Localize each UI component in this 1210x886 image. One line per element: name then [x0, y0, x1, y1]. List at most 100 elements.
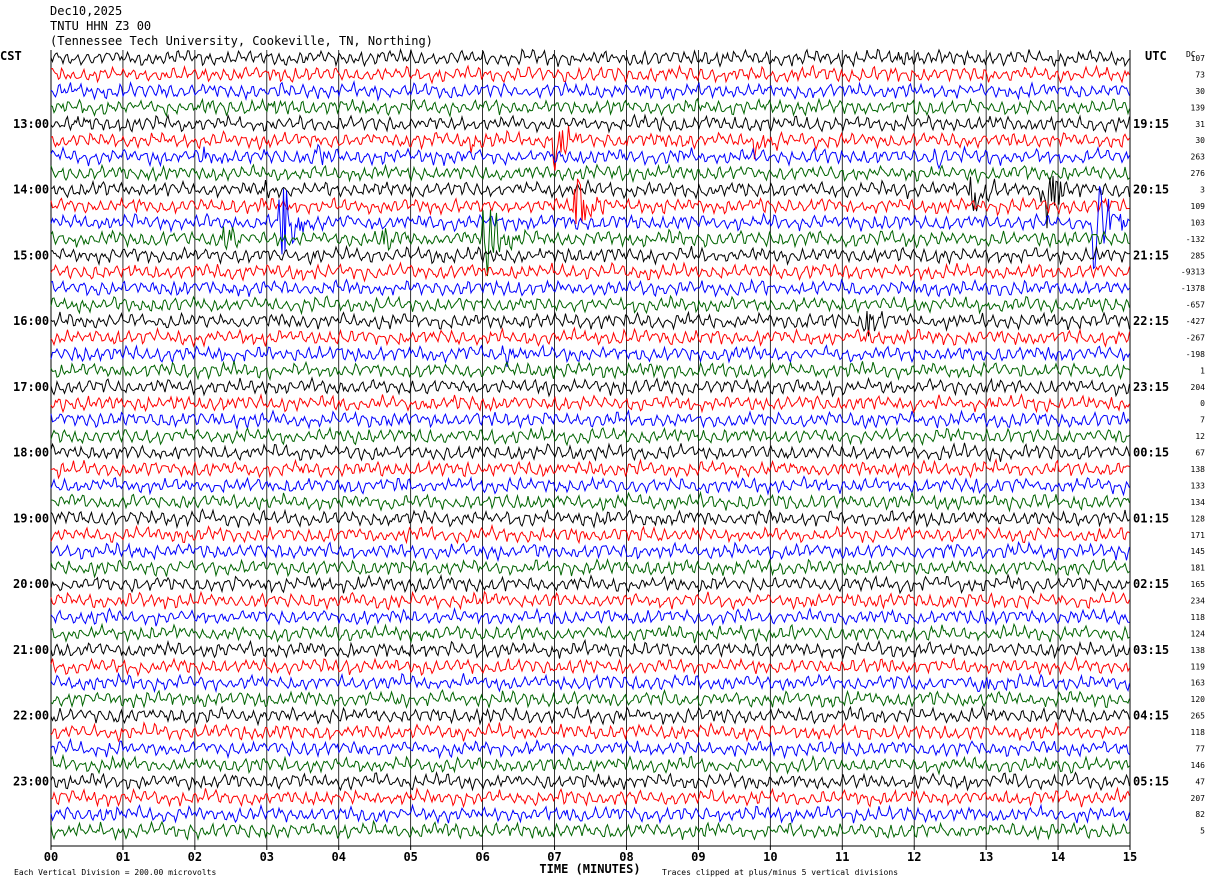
dc-offset-label: 12 [1195, 432, 1205, 441]
seismic-trace [50, 278, 1130, 298]
x-tick-label: 07 [547, 850, 561, 864]
scale-note: Each Vertical Division = 200.00 microvol… [14, 868, 216, 877]
seismic-trace [50, 143, 1130, 170]
dc-offset-label: 171 [1191, 531, 1206, 540]
dc-offset-label: 134 [1191, 498, 1206, 507]
left-hour-label: 16:00 [13, 314, 49, 328]
seismic-trace [50, 457, 1130, 480]
left-hour-label: 18:00 [13, 446, 49, 460]
seismic-trace [50, 655, 1130, 677]
seismic-trace [50, 344, 1130, 367]
x-tick-label: 12 [907, 850, 921, 864]
dc-offset-label: -267 [1186, 333, 1205, 342]
x-tick-label: 04 [332, 850, 346, 864]
clip-note: Traces clipped at plus/minus 5 vertical … [662, 868, 898, 877]
left-hour-label: 17:00 [13, 380, 49, 394]
dc-offset-label: 31 [1195, 120, 1205, 129]
x-tick-label: 06 [475, 850, 489, 864]
right-hour-label: 20:15 [1133, 183, 1169, 197]
seismic-trace [50, 80, 1130, 102]
x-tick-label: 09 [691, 850, 705, 864]
dc-offset-label: -132 [1186, 235, 1205, 244]
dc-offset-label: 128 [1191, 514, 1206, 523]
right-hour-label: 00:15 [1133, 446, 1169, 460]
seismic-trace [50, 786, 1130, 809]
seismic-trace [50, 47, 1130, 68]
dc-offset-label: 181 [1191, 564, 1206, 573]
seismic-trace [50, 490, 1130, 513]
seismic-trace [50, 97, 1130, 118]
seismic-trace [50, 803, 1130, 825]
dc-offset-label: 138 [1191, 465, 1206, 474]
seismic-trace [50, 721, 1130, 743]
seismic-trace [50, 573, 1130, 595]
seismic-trace [50, 186, 1130, 270]
seismic-trace [50, 360, 1130, 382]
seismic-trace [50, 607, 1130, 627]
dc-offset-label: 285 [1191, 251, 1206, 260]
seismic-trace [50, 113, 1130, 134]
seismic-trace [50, 819, 1130, 841]
left-hour-label: 14:00 [13, 183, 49, 197]
seismic-trace [50, 672, 1130, 694]
dc-offset-label: 5 [1200, 827, 1205, 836]
seismic-trace [50, 209, 1130, 277]
dc-offset-label: 103 [1191, 218, 1206, 227]
dc-offset-label: 118 [1191, 728, 1206, 737]
dc-offset-label: 163 [1191, 679, 1206, 688]
x-tick-label: 10 [763, 850, 777, 864]
left-hour-label: 15:00 [13, 248, 49, 262]
seismic-traces [50, 47, 1130, 841]
dc-offset-label: 204 [1191, 383, 1206, 392]
left-hour-label: 22:00 [13, 709, 49, 723]
seismic-trace [50, 475, 1130, 497]
left-hour-label: 21:00 [13, 643, 49, 657]
dc-offset-label: 7 [1200, 416, 1205, 425]
x-tick-label: 03 [260, 850, 274, 864]
seismic-trace [50, 163, 1130, 185]
right-hour-label: 03:15 [1133, 643, 1169, 657]
seismic-trace [50, 737, 1130, 760]
dc-offset-label: 263 [1191, 153, 1206, 162]
dc-offset-label: 30 [1195, 87, 1205, 96]
dc-offset-label: -198 [1186, 350, 1205, 359]
dc-offset-label: 107 [1191, 54, 1206, 63]
dc-offset-label: 120 [1191, 695, 1206, 704]
left-hour-label: 19:00 [13, 511, 49, 525]
x-tick-label: 00 [44, 850, 58, 864]
dc-offset-label: 207 [1191, 794, 1206, 803]
station-title: TNTU HHN Z3 00 [50, 19, 152, 33]
x-tick-label: 14 [1051, 850, 1065, 864]
dc-offset-label: -1378 [1181, 284, 1205, 293]
right-hour-label: 01:15 [1133, 511, 1169, 525]
seismic-trace [50, 326, 1130, 348]
seismic-trace [50, 294, 1130, 316]
seismic-trace [50, 261, 1130, 283]
seismic-trace [50, 64, 1130, 85]
x-tick-label: 01 [116, 850, 130, 864]
seismic-trace [50, 244, 1130, 267]
dc-offset-label: 146 [1191, 761, 1206, 770]
right-hour-label: 21:15 [1133, 248, 1169, 262]
seismic-trace [51, 175, 1130, 229]
dc-offset-label: 138 [1191, 646, 1206, 655]
seismic-trace [50, 557, 1130, 579]
seismic-trace [50, 688, 1130, 709]
left-hour-label: 20:00 [13, 577, 49, 591]
seismic-trace [50, 178, 1130, 225]
dc-offset-label: 139 [1191, 103, 1206, 112]
dc-column-title: DC [1186, 50, 1196, 59]
dc-offset-label: 133 [1191, 481, 1206, 490]
dc-offset-label: 118 [1191, 613, 1206, 622]
seismic-trace [50, 770, 1130, 792]
seismic-trace [50, 425, 1130, 447]
dc-offset-label: 145 [1191, 547, 1206, 556]
x-tick-label: 11 [835, 850, 849, 864]
right-hour-label: 05:15 [1133, 774, 1169, 788]
right-hour-label: 02:15 [1133, 577, 1169, 591]
left-axis-title: CST [0, 49, 22, 63]
dc-offset-label: 73 [1195, 70, 1205, 79]
seismic-trace [50, 523, 1130, 545]
dc-offset-label: 109 [1191, 202, 1206, 211]
